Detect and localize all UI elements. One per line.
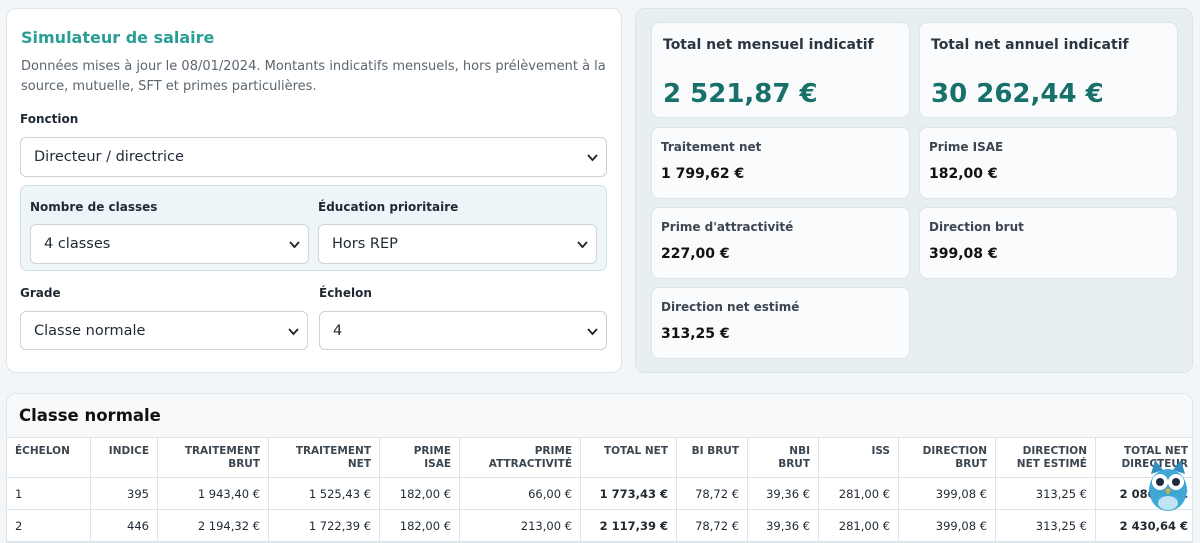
field-label: Éducation prioritaire (318, 200, 459, 214)
chevron (288, 328, 299, 336)
column-header: TRAITEMENT NET (268, 437, 380, 478)
table-card: Classe normale ÉCHELON INDICE TRAITEMENT B… (6, 393, 1193, 543)
card-label: Traitement net (661, 140, 762, 154)
card-value: 30 262,44 € (931, 79, 1104, 109)
table-cell: 1 525,43 € (268, 477, 380, 510)
summary-card: Direction net estimé 313,25 € (651, 287, 910, 359)
card-label: Prime ISAE (929, 140, 1004, 154)
field-label: Fonction (20, 112, 79, 126)
card-label: Direction brut (929, 220, 1024, 234)
column-header: ISS (818, 437, 899, 478)
select-value: Classe normale (34, 323, 146, 339)
summary-card: Total net annuel indicatif 30 262,44 € (919, 22, 1178, 118)
summary-card: Traitement net 1 799,62 € (651, 127, 910, 199)
field-label: Nombre de classes (30, 200, 158, 214)
select-value: Hors REP (332, 236, 398, 252)
summary-card: Total net mensuel indicatif 2 521,87 € (651, 22, 910, 118)
field-label: Échelon (319, 286, 372, 300)
column-header: PRIME ISAE (379, 437, 460, 478)
card-value: 182,00 € (929, 166, 998, 182)
column-header: PRIME ATTRACTIVITÉ (459, 437, 581, 478)
column-header: DIRECTION NET ESTIMÉ (995, 437, 1096, 478)
table-row: 1 395 1 943,40 €1 525,43 €182,00 €66,00 €1… (7, 477, 1192, 510)
card-value: 313,25 € (661, 326, 730, 342)
table-cell: 399,08 € (898, 477, 996, 510)
table-cell: 78,72 € (676, 477, 748, 510)
card-value: 1 799,62 € (661, 166, 745, 182)
card-label: Total net mensuel indicatif (663, 37, 874, 53)
select-value: 4 (333, 323, 343, 339)
column-header: ÉCHELON (7, 437, 91, 478)
summary-card: Prime d'attractivité 227,00 € (651, 207, 910, 279)
column-header: TRAITEMENT BRUT (157, 437, 269, 478)
table-cell: 39,36 € (747, 477, 819, 510)
select[interactable]: Hors REP (318, 224, 597, 264)
table-cell: 281,00 € (818, 477, 899, 510)
select-value: Directeur / directrice (34, 149, 184, 165)
card-label: Direction net estimé (661, 300, 800, 314)
table-cell: 182,00 € (379, 477, 460, 510)
owl-mascot[interactable] (1143, 456, 1193, 516)
summary-card: Direction brut 399,08 € (919, 207, 1178, 279)
card-value: 399,08 € (929, 246, 998, 262)
card-label: Prime d'attractivité (661, 220, 794, 234)
table-cell: 395 (90, 477, 158, 510)
column-header: NBI BRUT (747, 437, 819, 478)
select-value: 4 classes (44, 236, 111, 252)
column-header: BI BRUT (676, 437, 748, 478)
card-label: Total net annuel indicatif (931, 37, 1129, 53)
chevron (587, 154, 598, 162)
table-cell: 313,25 € (995, 477, 1096, 510)
summary-card: Prime ISAE 182,00 € (919, 127, 1178, 199)
title: Simulateur de salaire (21, 28, 215, 47)
table-cell: 66,00 € (459, 477, 581, 510)
table-cell: 1 773,43 € (580, 477, 677, 510)
select[interactable]: Directeur / directrice (20, 137, 607, 177)
select[interactable]: Classe normale (20, 311, 308, 350)
select[interactable]: 4 classes (30, 224, 309, 264)
table-title: Classe normale (19, 406, 161, 425)
card-value: 2 521,87 € (663, 79, 818, 109)
chevron (577, 241, 588, 249)
select[interactable]: 4 (319, 311, 607, 350)
column-header: INDICE (90, 437, 158, 478)
chevron (289, 241, 300, 249)
field-label: Grade (20, 286, 61, 300)
column-header: TOTAL NET (580, 437, 677, 478)
description: Données mises à jour le 08/01/2024. Mont… (21, 59, 606, 94)
table-cell: 1 (7, 477, 91, 510)
header-row: ÉCHELON INDICE TRAITEMENT BRUT TRAITEMENT N… (7, 437, 1192, 478)
card-value: 227,00 € (661, 246, 730, 262)
chevron (587, 328, 598, 336)
page: {"simulator":{"title":"Simulateur de sal… (6, 8, 1193, 543)
table-cell: 1 943,40 € (157, 477, 269, 510)
column-header: DIRECTION BRUT (898, 437, 996, 478)
salary-table: ÉCHELON INDICE TRAITEMENT BRUT TRAITEMENT N… (7, 437, 1192, 542)
